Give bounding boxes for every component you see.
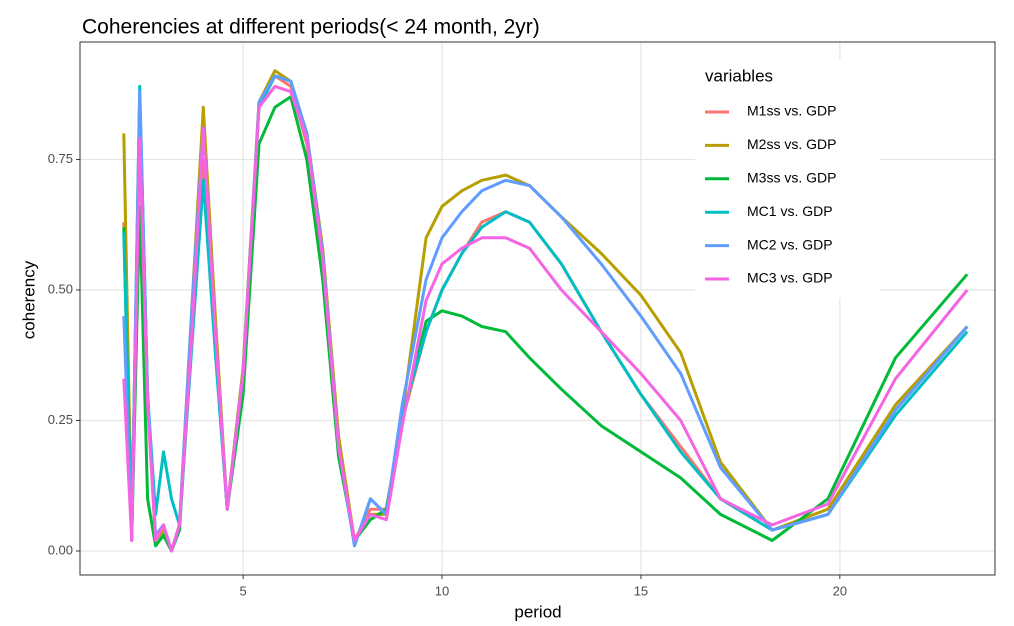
legend-label: M3ss vs. GDP <box>747 170 836 186</box>
panel-border <box>79 41 996 576</box>
y-tick-label: 0.75 <box>48 151 73 166</box>
series-line <box>122 84 969 553</box>
legend-label: MC1 vs. GDP <box>747 203 833 219</box>
y-tick-label: 0.00 <box>48 542 73 557</box>
x-tick-label: 10 <box>435 583 449 598</box>
chart-title: Coherencies at different periods(< 24 mo… <box>82 16 540 39</box>
legend-label: M1ss vs. GDP <box>747 103 836 119</box>
x-tick-label: 20 <box>833 583 847 598</box>
legend-label: MC2 vs. GDP <box>747 236 833 252</box>
legend-label: M2ss vs. GDP <box>747 136 836 152</box>
x-tick-label: 15 <box>634 583 648 598</box>
y-tick-label: 0.50 <box>48 281 73 296</box>
y-tick-label: 0.25 <box>48 412 73 427</box>
legend-label: MC3 vs. GDP <box>747 270 833 286</box>
y-axis-title: coherency <box>19 260 38 339</box>
x-tick-label: 5 <box>239 583 246 598</box>
x-axis-title: period <box>514 602 561 621</box>
legend-title: variables <box>705 66 773 85</box>
